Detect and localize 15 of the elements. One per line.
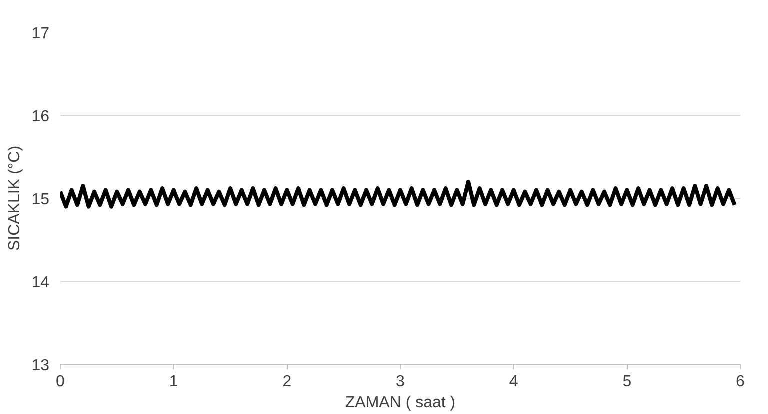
x-tick-label: 3 xyxy=(396,374,406,390)
y-tick-label: 14 xyxy=(32,274,50,292)
y-tick-label: 17 xyxy=(32,26,50,42)
y-tick-label: 16 xyxy=(32,108,50,126)
y-tick-label: 15 xyxy=(32,192,50,208)
x-tick-label: 1 xyxy=(169,374,178,390)
x-tick-label: 4 xyxy=(509,374,518,390)
x-tick-label: 5 xyxy=(622,374,632,390)
x-axis-title: ZAMAN ( saat ) xyxy=(345,394,456,412)
line-series xyxy=(60,180,737,209)
x-tick-label: 2 xyxy=(282,374,292,390)
x-tick-label: 0 xyxy=(56,374,66,390)
y-axis-title: SICAKLIK (°C) xyxy=(6,146,24,252)
y-tick-label: 13 xyxy=(32,358,50,374)
x-tick-label: 6 xyxy=(736,374,746,390)
